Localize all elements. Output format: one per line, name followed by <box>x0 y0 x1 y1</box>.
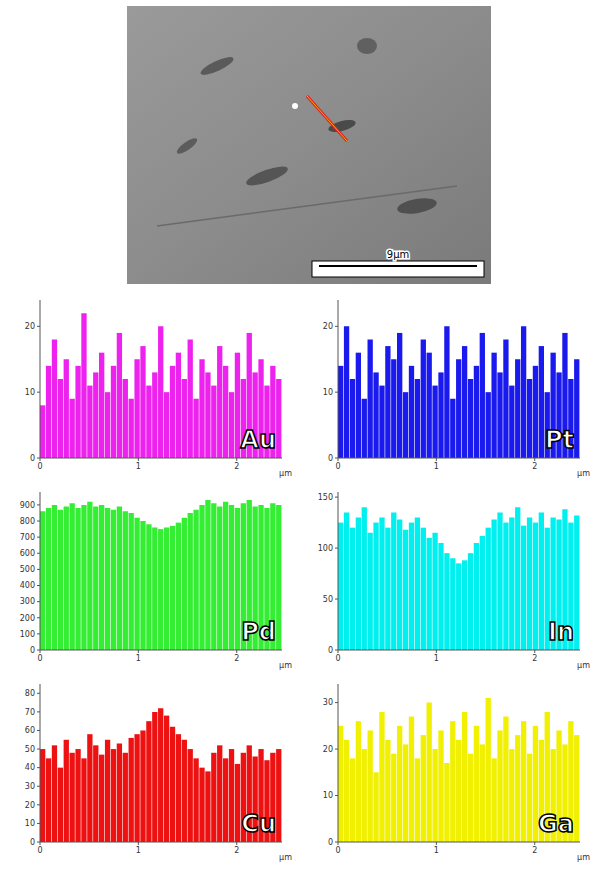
svg-text:0: 0 <box>37 846 42 855</box>
svg-text:2: 2 <box>532 462 537 471</box>
html-text:µm: µm <box>577 469 590 478</box>
html-text:µm: µm <box>577 853 590 862</box>
svg-text:2: 2 <box>532 846 537 855</box>
svg-text:2: 2 <box>532 654 537 663</box>
svg-text:10: 10 <box>323 791 333 800</box>
svg-text:50: 50 <box>323 595 333 604</box>
html-text:Ga: Ga <box>538 810 574 838</box>
svg-text:0: 0 <box>30 646 35 655</box>
svg-text:1: 1 <box>136 462 141 471</box>
svg-text:1: 1 <box>434 846 439 855</box>
svg-text:30: 30 <box>25 782 35 791</box>
svg-text:0: 0 <box>335 654 340 663</box>
svg-text:500: 500 <box>20 565 35 574</box>
svg-text:0: 0 <box>30 838 35 847</box>
svg-text:20: 20 <box>25 801 35 810</box>
svg-text:2: 2 <box>234 846 239 855</box>
html-text:In: In <box>548 618 574 646</box>
svg-text:1: 1 <box>434 462 439 471</box>
svg-text:40: 40 <box>25 763 35 772</box>
svg-text:150: 150 <box>318 493 333 502</box>
html-text:Pd: Pd <box>241 618 276 646</box>
html-text:Pt: Pt <box>544 426 574 454</box>
svg-text:700: 700 <box>20 533 35 542</box>
svg-text:600: 600 <box>20 549 35 558</box>
svg-text:2: 2 <box>234 462 239 471</box>
svg-text:70: 70 <box>25 708 35 717</box>
svg-text:800: 800 <box>20 517 35 526</box>
svg-text:60: 60 <box>25 726 35 735</box>
html-text:µm: µm <box>279 469 292 478</box>
svg-text:0: 0 <box>37 462 42 471</box>
svg-text:0: 0 <box>328 454 333 463</box>
html-text:Cu: Cu <box>241 810 276 838</box>
svg-text:400: 400 <box>20 581 35 590</box>
svg-text:20: 20 <box>323 322 333 331</box>
svg-text:30: 30 <box>323 698 333 707</box>
svg-text:0: 0 <box>328 838 333 847</box>
svg-text:50: 50 <box>25 745 35 754</box>
html-text:Au: Au <box>240 426 276 454</box>
svg-text:1: 1 <box>136 654 141 663</box>
svg-text:9µm: 9µm <box>387 249 409 260</box>
html-text:µm: µm <box>577 661 590 670</box>
svg-text:80: 80 <box>25 689 35 698</box>
svg-text:20: 20 <box>25 322 35 331</box>
svg-text:200: 200 <box>20 614 35 623</box>
svg-text:0: 0 <box>335 846 340 855</box>
svg-text:1: 1 <box>434 654 439 663</box>
html-text:µm: µm <box>279 853 292 862</box>
svg-text:10: 10 <box>25 388 35 397</box>
svg-text:100: 100 <box>318 544 333 553</box>
svg-text:0: 0 <box>37 654 42 663</box>
svg-text:0: 0 <box>30 454 35 463</box>
html-text:µm: µm <box>279 661 292 670</box>
svg-text:10: 10 <box>25 819 35 828</box>
svg-text:100: 100 <box>20 630 35 639</box>
svg-text:20: 20 <box>323 745 333 754</box>
svg-text:1: 1 <box>136 846 141 855</box>
svg-text:0: 0 <box>335 462 340 471</box>
svg-text:10: 10 <box>323 388 333 397</box>
svg-text:2: 2 <box>234 654 239 663</box>
svg-text:300: 300 <box>20 597 35 606</box>
svg-text:900: 900 <box>20 501 35 510</box>
svg-text:0: 0 <box>328 646 333 655</box>
